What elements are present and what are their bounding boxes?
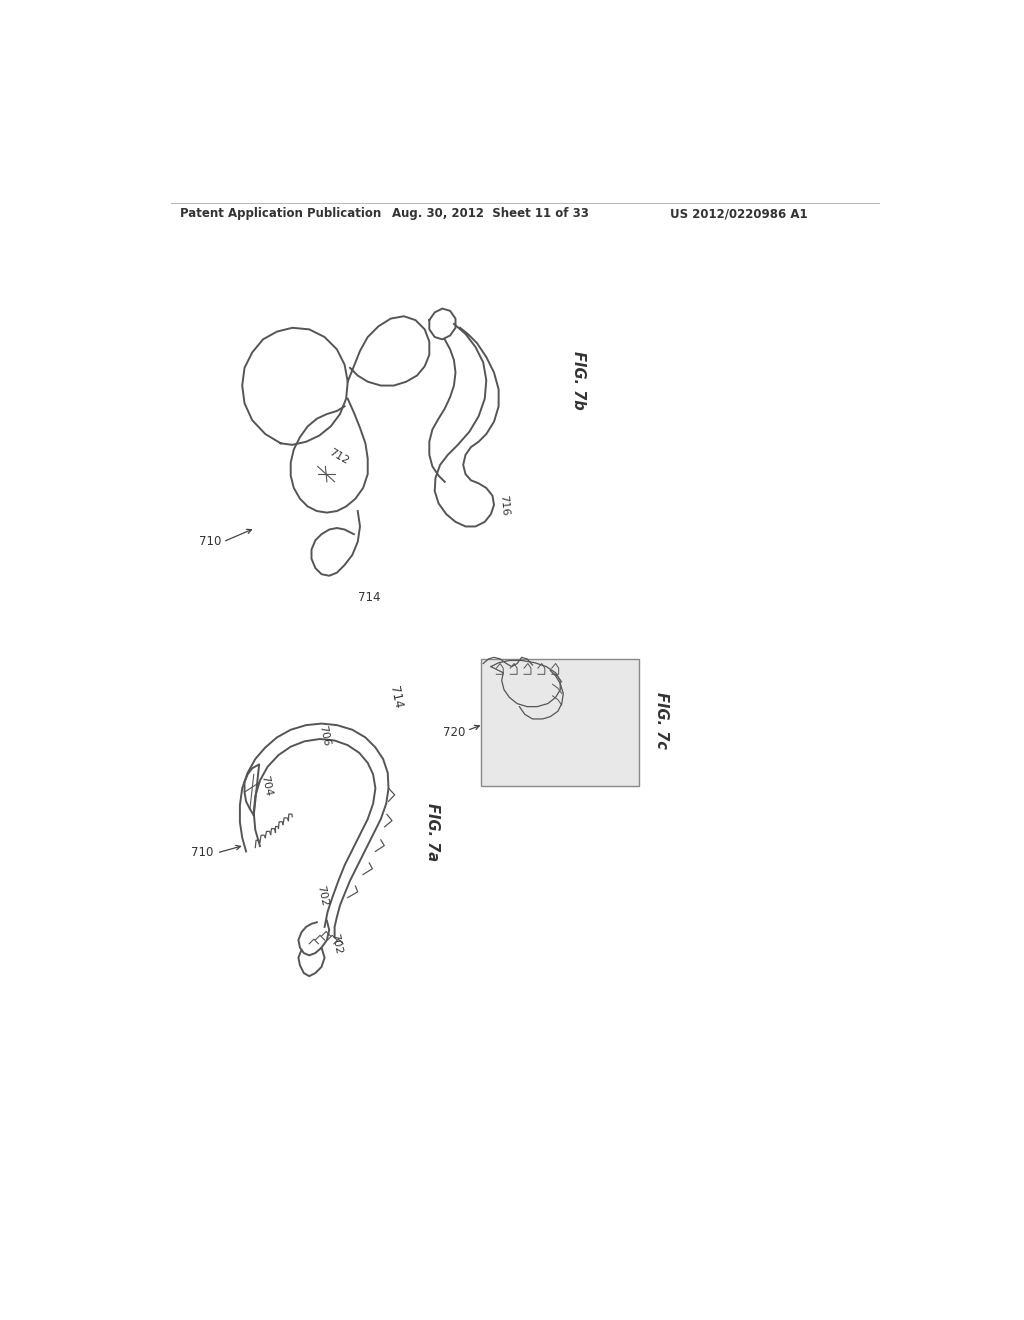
Text: FIG. 7b: FIG. 7b <box>571 351 586 409</box>
Text: 716: 716 <box>498 494 510 516</box>
Text: 714: 714 <box>387 685 404 710</box>
Text: 702: 702 <box>315 884 330 907</box>
Text: US 2012/0220986 A1: US 2012/0220986 A1 <box>670 207 808 220</box>
Text: 714: 714 <box>358 591 381 603</box>
Text: 706: 706 <box>316 725 331 747</box>
Text: 704: 704 <box>259 775 273 797</box>
Text: 710: 710 <box>191 846 214 859</box>
Bar <box>481 659 639 785</box>
Text: FIG. 7a: FIG. 7a <box>425 803 439 861</box>
Text: Aug. 30, 2012  Sheet 11 of 33: Aug. 30, 2012 Sheet 11 of 33 <box>392 207 590 220</box>
Text: 710: 710 <box>199 536 221 548</box>
Text: 720: 720 <box>443 726 466 739</box>
Text: FIG. 7c: FIG. 7c <box>654 692 669 748</box>
Text: 712: 712 <box>327 447 350 467</box>
Text: 702: 702 <box>330 932 343 956</box>
Text: Patent Application Publication: Patent Application Publication <box>180 207 381 220</box>
